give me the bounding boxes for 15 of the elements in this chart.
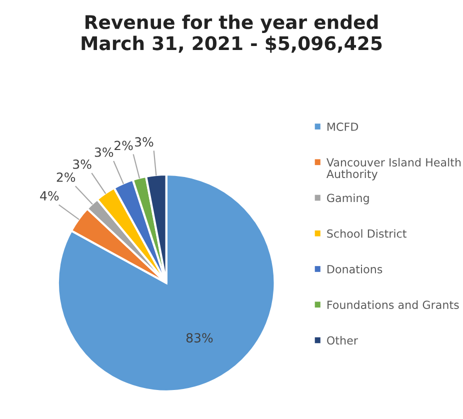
data-label: 3% bbox=[94, 147, 114, 157]
data-label: 3% bbox=[73, 159, 92, 169]
data-label: 2% bbox=[56, 172, 76, 182]
legend-label: MCFD bbox=[328, 122, 358, 131]
legend-label: Vancouver Island Health Authority bbox=[326, 158, 461, 180]
legend-label: Foundations and Grants bbox=[328, 300, 459, 310]
legend-label: Other bbox=[327, 336, 358, 345]
legend-label: Donations bbox=[328, 264, 382, 274]
legend-label: School District bbox=[327, 229, 406, 238]
chart-title: Revenue for the year ended March 31, 2021 - $5,096,425 bbox=[82, 14, 382, 53]
data-label: 2% bbox=[114, 140, 133, 150]
data-label: 83% bbox=[186, 333, 213, 343]
data-label: 3% bbox=[135, 137, 154, 147]
legend-label: Gaming bbox=[327, 194, 369, 204]
data-label: 4% bbox=[40, 191, 59, 201]
